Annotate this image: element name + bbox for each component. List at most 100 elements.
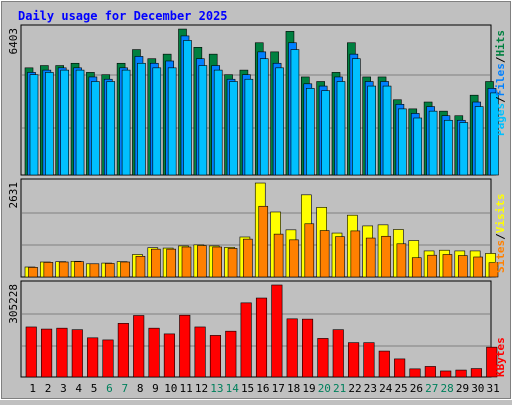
visits-legend: Sites/Visits [494, 194, 507, 274]
x-tick-label: 4 [75, 382, 82, 395]
x-tick-label: 27 [425, 382, 438, 395]
x-tick-label: 31 [487, 382, 500, 395]
pages-bar [198, 65, 208, 176]
x-tick-label: 22 [348, 382, 361, 395]
sites-bar [58, 261, 69, 278]
kbytes-bar [394, 358, 406, 378]
kbytes-bar [87, 337, 99, 378]
x-tick-label: 23 [364, 382, 377, 395]
sites-bar [457, 255, 468, 278]
x-tick-label: 29 [456, 382, 469, 395]
pages-bar [121, 69, 131, 176]
kbytes-bar [255, 297, 268, 378]
sites-bar [74, 261, 84, 278]
pages-bar [45, 72, 54, 176]
x-tick-label: 14 [226, 382, 240, 395]
pages-bar [60, 69, 70, 176]
x-tick-label: 7 [121, 382, 128, 395]
kbytes-bar [470, 368, 482, 378]
sites-bar [289, 239, 299, 278]
pages-bar [152, 67, 162, 176]
pages-bar [29, 74, 39, 176]
legend-part: / [494, 233, 507, 240]
sites-bar [488, 262, 499, 278]
sites-bar [350, 230, 361, 278]
outer-frame-shadow [1, 1, 511, 399]
sites-bar [304, 223, 315, 278]
kbytes-bar [348, 342, 360, 378]
sites-bar [442, 254, 453, 278]
kbytes-bar [25, 326, 37, 378]
hits-ymax-label: 6403 [7, 28, 20, 55]
legend-part: Sites [494, 240, 507, 273]
sites-bar [151, 248, 161, 278]
kbytes-bar [424, 366, 436, 378]
sites-bar [273, 233, 284, 278]
sites-bar [365, 237, 376, 278]
legend-part: Hits [494, 30, 507, 57]
x-tick-label: 17 [272, 382, 285, 395]
pages-bar [75, 69, 85, 176]
sites-bar [473, 256, 483, 278]
pages-bar [91, 81, 100, 176]
sites-bar [197, 245, 207, 278]
kbytes-bar [240, 302, 252, 378]
sites-bar [120, 261, 130, 278]
chart-title: Daily usage for December 2025 [18, 9, 228, 23]
sites-bar [258, 205, 269, 278]
x-tick-label: 26 [410, 382, 423, 395]
sites-bar [227, 248, 238, 278]
kbytes-bar [286, 318, 298, 378]
kbytes-bar [102, 339, 114, 378]
x-tick-label: 3 [60, 382, 67, 395]
x-tick-label: 25 [394, 382, 407, 395]
sites-bar [396, 243, 407, 278]
kbytes-bar [148, 327, 160, 378]
bars [24, 28, 499, 378]
x-tick-label: 13 [210, 382, 223, 395]
kbytes-bar [378, 350, 390, 378]
hits-legend: Pages/Files/Hits [494, 30, 507, 136]
x-tick-label: 8 [137, 382, 144, 395]
legend-part: Visits [494, 194, 507, 234]
sites-bar [181, 246, 192, 278]
x-tick-label: 15 [241, 382, 254, 395]
x-tick-label: 16 [256, 382, 269, 395]
sites-bar [427, 254, 437, 278]
x-tick-label: 28 [441, 382, 454, 395]
legend-part: / [494, 96, 507, 103]
x-tick-label: 2 [45, 382, 52, 395]
kbytes-bar [440, 370, 452, 378]
x-tick-label: 21 [333, 382, 346, 395]
pages-bar [398, 108, 407, 176]
kbytes-bar [409, 368, 421, 378]
x-tick-label: 5 [91, 382, 98, 395]
x-tick-label: 20 [318, 382, 331, 395]
pages-bar [244, 78, 254, 176]
x-tick-label: 30 [471, 382, 484, 395]
sites-bar [89, 263, 100, 278]
pages-bar [137, 62, 146, 176]
sites-bar [28, 267, 38, 278]
kbytes-ymax-label: 305228 [7, 284, 20, 324]
sites-bar [43, 262, 54, 278]
kbytes-bar [209, 335, 221, 378]
x-tick-label: 1 [29, 382, 36, 395]
pages-bar [275, 67, 284, 176]
kbytes-bar [455, 369, 467, 378]
pages-bar [444, 119, 453, 176]
legend-part: KBytes [494, 337, 507, 377]
sites-bar [212, 246, 222, 278]
sites-bar [166, 248, 176, 278]
legend-part: / [494, 56, 507, 63]
kbytes-bar [194, 326, 206, 378]
kbytes-bar [179, 314, 191, 378]
legend-part: Pages [494, 103, 507, 136]
pages-bar [474, 106, 484, 176]
sites-bar [243, 238, 253, 278]
sites-bar [319, 230, 330, 278]
pages-bar [336, 81, 346, 176]
x-tick-label: 9 [152, 382, 159, 395]
